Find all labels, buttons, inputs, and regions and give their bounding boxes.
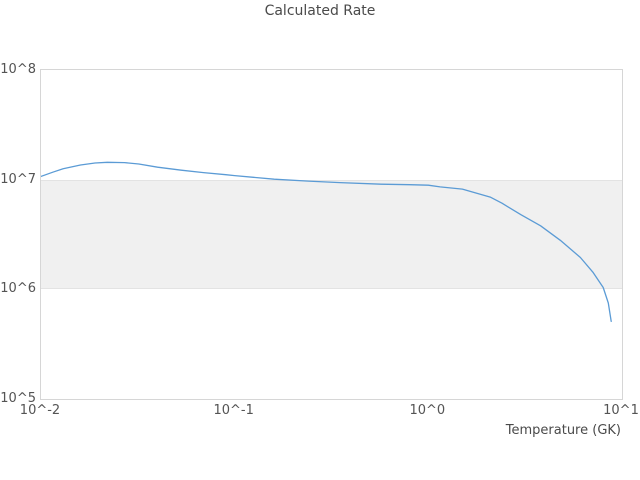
y-tick-label: 10^6 — [0, 281, 36, 297]
y-tick-label: 10^8 — [0, 62, 36, 77]
y-tick-label: 10^7 — [0, 171, 36, 187]
x-tick-label: 10^-1 — [213, 403, 254, 418]
decade-shaded-band — [41, 179, 622, 290]
rate-curve-svg — [41, 161, 612, 323]
x-tick-label: 10^0 — [409, 403, 446, 418]
plot-area — [40, 69, 623, 400]
x-tick-label: 10^1 — [603, 403, 639, 418]
rate-line-series — [41, 161, 612, 323]
x-axis-title: Temperature (GK) — [505, 423, 621, 438]
y-tick-label: 10^5 — [0, 391, 36, 406]
chart-title: Calculated Rate — [264, 3, 376, 19]
x-tick-label: 10^-2 — [19, 403, 61, 418]
